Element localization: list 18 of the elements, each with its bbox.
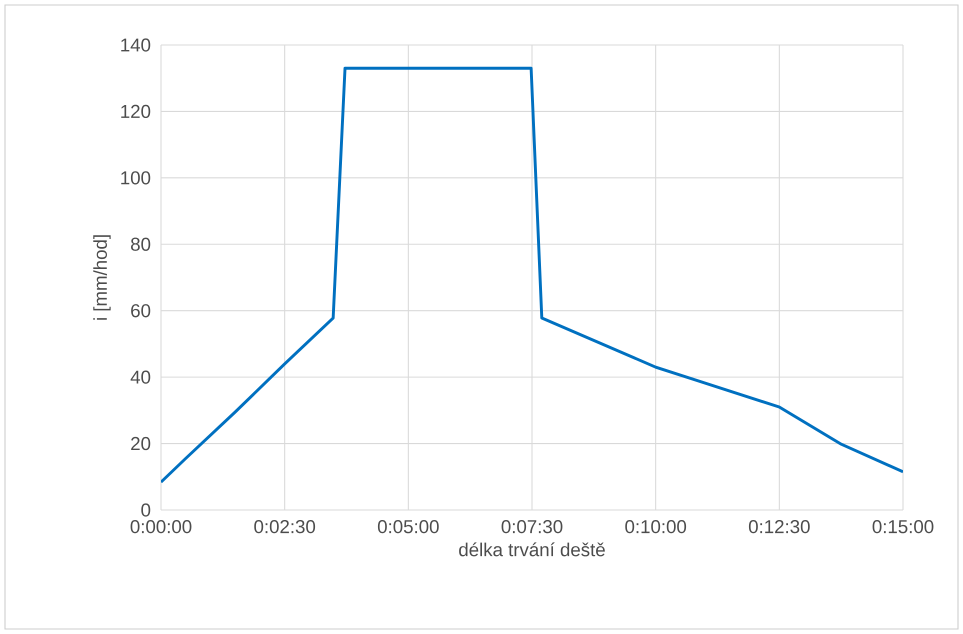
x-tick-label: 0:00:00 [130, 520, 192, 534]
y-tick-label: 20 [131, 436, 150, 450]
x-tick-label: 0:02:30 [254, 520, 316, 534]
x-tick-label: 0:10:00 [625, 520, 686, 534]
y-tick-label: 0 [141, 503, 150, 517]
y-tick-label: 140 [121, 38, 150, 52]
x-tick-label: 0:12:30 [748, 520, 810, 534]
x-tick-label: 0:05:00 [378, 520, 439, 534]
x-axis-title: délka trvání deště [459, 542, 605, 556]
y-axis-title: i [mm/hod] [93, 235, 111, 320]
x-tick-label: 0:07:30 [502, 520, 562, 534]
y-tick-label: 100 [121, 171, 150, 184]
y-tick-label: 40 [130, 370, 150, 384]
x-tick-label: 0:15:00 [872, 520, 934, 534]
line-series [161, 66, 904, 484]
y-tick-label: 80 [131, 238, 150, 251]
y-tick-label: 60 [131, 304, 150, 318]
y-tick-label: 120 [121, 104, 150, 118]
